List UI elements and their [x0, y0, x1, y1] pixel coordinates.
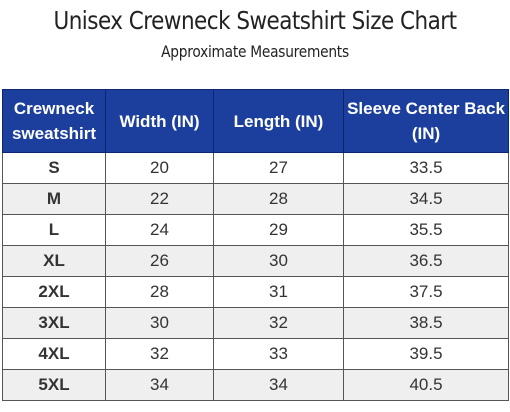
table-row: 5XL 34 34 40.5 [2, 369, 509, 401]
sleeve-cell: 33.5 [343, 152, 509, 184]
chart-title: Unisex Crewneck Sweatshirt Size Chart [53, 6, 457, 35]
table-row: L 24 29 35.5 [2, 214, 509, 246]
size-cell: 2XL [2, 276, 106, 308]
width-cell: 22 [105, 183, 214, 215]
width-cell: 26 [105, 245, 214, 277]
header-garment-line1: Crewneck [13, 99, 95, 118]
width-cell: 34 [105, 369, 214, 401]
header-garment-line2: sweatshirt [11, 124, 97, 143]
size-cell: L [2, 214, 106, 246]
header-width-label: Width (IN) [119, 111, 200, 131]
header-row: Crewneck sweatshirt Width (IN) Length (I… [2, 89, 509, 153]
header-width: Width (IN) [105, 89, 214, 153]
length-cell: 32 [213, 307, 344, 339]
sleeve-cell: 36.5 [343, 245, 509, 277]
header-sleeve-line1: Sleeve Center Back [347, 99, 505, 118]
length-cell: 27 [213, 152, 344, 184]
length-cell: 30 [213, 245, 344, 277]
table-row: M 22 28 34.5 [2, 183, 509, 215]
size-cell: 4XL [2, 338, 106, 370]
header-garment: Crewneck sweatshirt [2, 89, 106, 153]
sleeve-cell: 39.5 [343, 338, 509, 370]
sleeve-cell: 40.5 [343, 369, 509, 401]
width-cell: 24 [105, 214, 214, 246]
length-cell: 31 [213, 276, 344, 308]
table-row: S 20 27 33.5 [2, 152, 509, 184]
header-sleeve-line2: (IN) [411, 124, 441, 143]
table-row: XL 26 30 36.5 [2, 245, 509, 277]
sleeve-cell: 37.5 [343, 276, 509, 308]
length-cell: 34 [213, 369, 344, 401]
size-cell: 3XL [2, 307, 106, 339]
header-length: Length (IN) [213, 89, 344, 153]
width-cell: 20 [105, 152, 214, 184]
chart-subtitle: Approximate Measurements [161, 42, 349, 61]
size-table: Crewneck sweatshirt Width (IN) Length (I… [2, 89, 509, 401]
length-cell: 29 [213, 214, 344, 246]
header-sleeve: Sleeve Center Back (IN) [343, 89, 509, 153]
size-cell: M [2, 183, 106, 215]
width-cell: 32 [105, 338, 214, 370]
size-cell: S [2, 152, 106, 184]
width-cell: 28 [105, 276, 214, 308]
size-cell: XL [2, 245, 106, 277]
table-row: 4XL 32 33 39.5 [2, 338, 509, 370]
table-row: 3XL 30 32 38.5 [2, 307, 509, 339]
table-row: 2XL 28 31 37.5 [2, 276, 509, 308]
header-length-label: Length (IN) [233, 111, 324, 131]
sleeve-cell: 35.5 [343, 214, 509, 246]
length-cell: 33 [213, 338, 344, 370]
length-cell: 28 [213, 183, 344, 215]
sleeve-cell: 38.5 [343, 307, 509, 339]
width-cell: 30 [105, 307, 214, 339]
sleeve-cell: 34.5 [343, 183, 509, 215]
size-cell: 5XL [2, 369, 106, 401]
